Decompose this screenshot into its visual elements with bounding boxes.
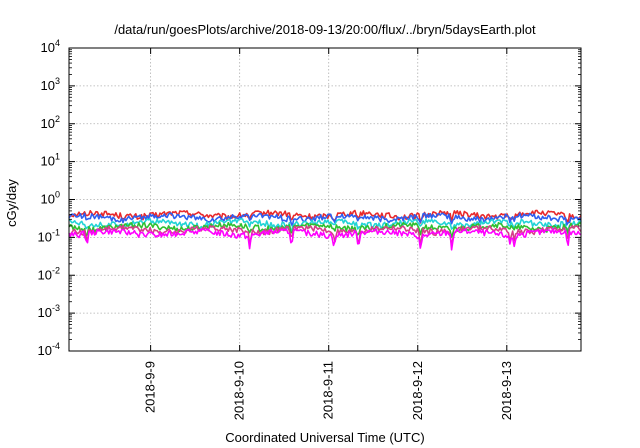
x-axis: 2018-9-9 2018-9-10 2018-9-11 2018-9-12 2018-… — [143, 48, 514, 420]
y-tick-label: 103 — [41, 76, 60, 93]
x-tick-label: 2018-9-12 — [410, 361, 425, 420]
x-tick-label: 2018-9-13 — [499, 361, 514, 420]
chart-title: /data/run/goesPlots/archive/2018-09-13/2… — [114, 22, 536, 37]
series-line-2 — [68, 212, 582, 227]
y-tick-label: 102 — [41, 114, 60, 131]
x-tick-label: 2018-9-9 — [143, 361, 158, 413]
series-line-5 — [68, 224, 582, 247]
y-tick-label: 100 — [41, 190, 60, 207]
x-axis-title: Coordinated Universal Time (UTC) — [225, 430, 424, 445]
y-tick-label: 104 — [41, 38, 60, 55]
y-axis: 10-4 10-3 10-2 10-1 100 101 102 103 104 — [38, 38, 581, 358]
y-tick-label: 10-4 — [38, 341, 60, 358]
grid — [69, 48, 581, 351]
y-tick-label: 10-2 — [38, 265, 60, 282]
x-tick-label: 2018-9-10 — [232, 361, 247, 420]
series-line-6 — [68, 228, 582, 251]
series-group — [68, 209, 582, 251]
y-axis-title: cGy/day — [4, 179, 19, 227]
y-tick-label: 10-1 — [38, 227, 60, 244]
y-tick-label: 101 — [41, 152, 60, 169]
series-line-4 — [68, 221, 582, 238]
y-tick-label: 10-3 — [38, 303, 60, 320]
x-tick-label: 2018-9-11 — [321, 361, 336, 419]
